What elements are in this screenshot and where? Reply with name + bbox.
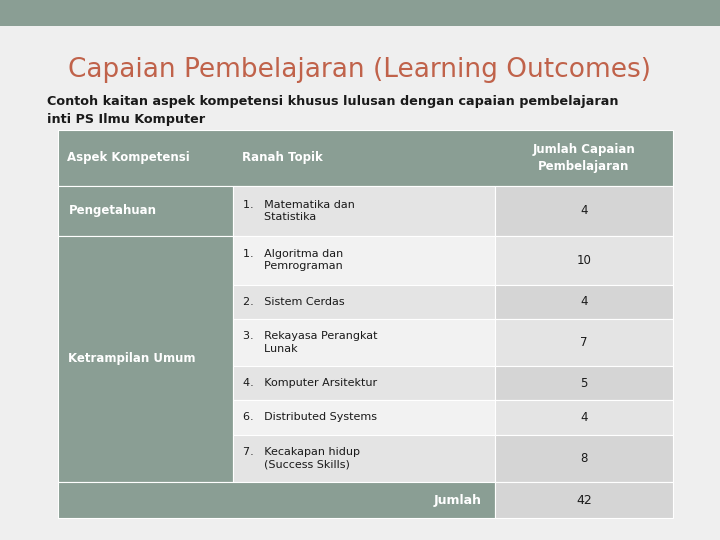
Text: 5: 5 [580,377,588,390]
Text: 4: 4 [580,411,588,424]
Text: Ketrampilan Umum: Ketrampilan Umum [68,352,196,365]
Text: Contoh kaitan aspek kompetensi khusus lulusan dengan capaian pembelajaran
inti P: Contoh kaitan aspek kompetensi khusus lu… [47,94,618,126]
Text: 1.   Algoritma dan
      Pemrograman: 1. Algoritma dan Pemrograman [243,249,343,271]
Text: 4: 4 [580,205,588,218]
Text: 2.   Sistem Cerdas: 2. Sistem Cerdas [243,297,345,307]
Text: Aspek Kompetensi: Aspek Kompetensi [67,151,189,165]
Text: Jumlah: Jumlah [433,494,482,507]
Text: 1.   Matematika dan
      Statistika: 1. Matematika dan Statistika [243,200,355,222]
Text: 4.   Komputer Arsitektur: 4. Komputer Arsitektur [243,378,377,388]
Text: 8: 8 [580,451,588,464]
Text: 4: 4 [580,295,588,308]
Text: 3.   Rekayasa Perangkat
      Lunak: 3. Rekayasa Perangkat Lunak [243,332,377,354]
Text: 6.   Distributed Systems: 6. Distributed Systems [243,413,377,422]
Text: Capaian Pembelajaran (Learning Outcomes): Capaian Pembelajaran (Learning Outcomes) [68,57,652,83]
Text: Ranah Topik: Ranah Topik [243,151,323,165]
Text: Pengetahuan: Pengetahuan [68,205,156,218]
Text: 42: 42 [576,494,592,507]
Text: Jumlah Capaian
Pembelajaran: Jumlah Capaian Pembelajaran [533,143,635,173]
Text: 7: 7 [580,336,588,349]
Text: 7.   Kecakapan hidup
      (Success Skills): 7. Kecakapan hidup (Success Skills) [243,447,360,469]
Text: 10: 10 [577,254,591,267]
